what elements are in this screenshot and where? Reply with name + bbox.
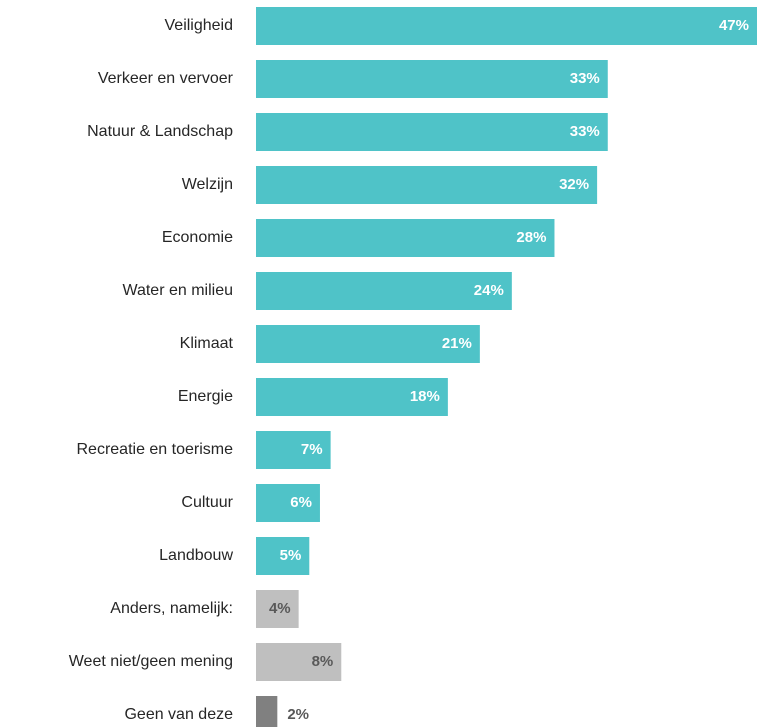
bar: [256, 272, 512, 310]
category-label: Recreatie en toerisme: [76, 441, 233, 458]
bar: [256, 484, 320, 522]
value-label: 18%: [410, 388, 440, 405]
value-label: 28%: [516, 229, 546, 246]
bar: [256, 325, 480, 363]
value-label: 33%: [570, 70, 600, 87]
category-label: Anders, namelijk:: [110, 600, 233, 617]
value-label: 21%: [442, 335, 472, 352]
category-label: Landbouw: [159, 547, 233, 564]
category-label: Weet niet/geen mening: [69, 653, 233, 670]
bar: [256, 219, 555, 257]
category-label: Cultuur: [181, 494, 233, 511]
category-label: Energie: [178, 388, 233, 405]
bar: [256, 431, 331, 469]
value-label: 33%: [570, 123, 600, 140]
bar: [256, 590, 299, 628]
bar: [256, 166, 598, 204]
value-label: 4%: [269, 600, 291, 617]
value-label: 32%: [559, 176, 589, 193]
category-label: Natuur & Landschap: [87, 123, 233, 140]
value-label: 8%: [312, 653, 334, 670]
value-label: 47%: [719, 17, 749, 34]
bar: [256, 378, 448, 416]
category-label: Welzijn: [182, 176, 233, 193]
bar: [256, 643, 342, 681]
category-label: Verkeer en vervoer: [98, 70, 234, 87]
value-label: 2%: [287, 706, 309, 723]
bar: [256, 113, 608, 151]
category-label: Klimaat: [180, 335, 234, 352]
bar: [256, 60, 608, 98]
category-label: Economie: [162, 229, 233, 246]
bar: [256, 7, 757, 45]
bar: [256, 696, 278, 727]
category-label: Veiligheid: [165, 17, 234, 34]
bar: [256, 537, 310, 575]
category-label: Geen van deze: [124, 706, 233, 723]
value-label: 5%: [280, 547, 302, 564]
value-label: 6%: [290, 494, 312, 511]
category-label: Water en milieu: [122, 282, 233, 299]
value-label: 7%: [301, 441, 323, 458]
value-label: 24%: [474, 282, 504, 299]
